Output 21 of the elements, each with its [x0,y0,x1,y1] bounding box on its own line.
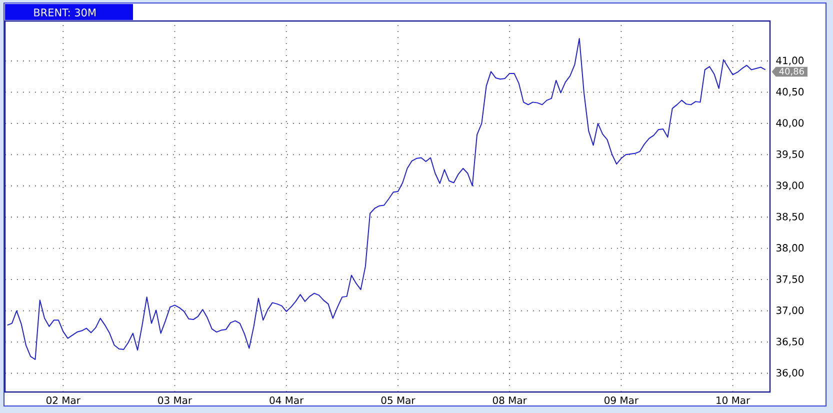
y-tick-label: 40,50 [776,88,804,96]
y-tick-label: 36,00 [776,368,804,378]
y-tick-label: 40,00 [776,119,804,128]
x-tick-label: 09 Mar [604,396,638,404]
x-tick-label: 10 Mar [716,396,750,404]
text: 40,86 [779,68,804,76]
y-tick-label: 39,50 [776,150,804,159]
y-tick-label: 38,50 [776,212,804,222]
chart-title: BRENT: 30M [34,8,96,16]
x-tick-label: 08 Mar [492,396,527,404]
x-tick-label: 03 Mar [158,396,192,404]
x-tick-label: 05 Mar [381,396,416,404]
y-tick-label: 38,00 [776,244,804,253]
line-series [6,38,766,360]
y-tick-label: 41,00 [776,56,804,66]
x-tick-label: 04 Mar [270,396,304,404]
x-tick-label: 02 Mar [46,396,80,404]
y-tick-label: 37,50 [776,275,804,284]
y-tick-label: 37,00 [776,306,804,316]
y-tick-label: 39,00 [776,182,804,190]
y-tick-label: 36,50 [776,338,804,346]
